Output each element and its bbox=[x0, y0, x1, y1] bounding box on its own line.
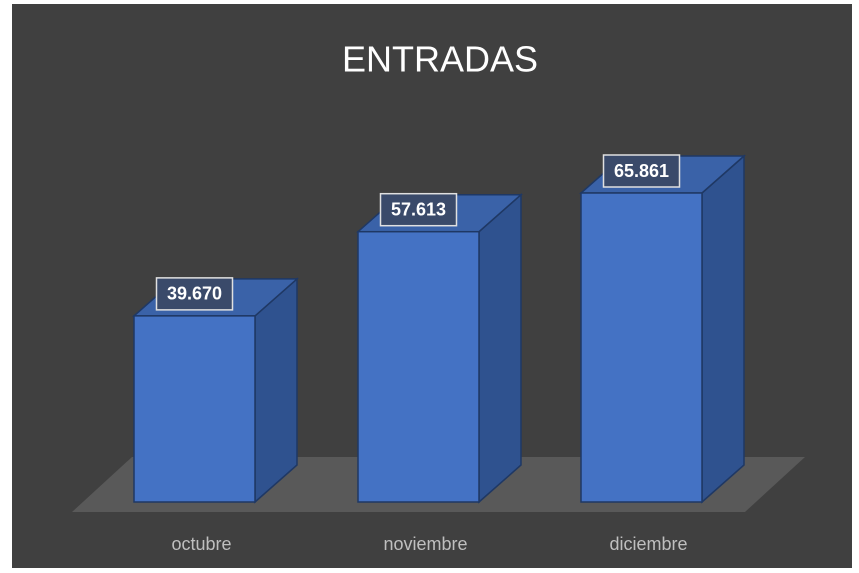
bar-side bbox=[701, 154, 745, 504]
x-tick-label: noviembre bbox=[383, 534, 467, 554]
data-label-box bbox=[602, 154, 681, 188]
bar bbox=[579, 154, 746, 504]
bar-front bbox=[580, 192, 703, 503]
data-label-box bbox=[379, 192, 458, 227]
bar-side bbox=[254, 277, 298, 504]
bar bbox=[356, 193, 523, 504]
x-tick-label: diciembre bbox=[609, 534, 687, 554]
chart-title: ENTRADAS bbox=[342, 39, 538, 80]
bar-side bbox=[478, 193, 522, 504]
data-label: 39.670 bbox=[167, 284, 222, 304]
bar-front bbox=[357, 230, 480, 503]
x-tick-label: octubre bbox=[171, 534, 231, 554]
bar bbox=[132, 277, 299, 504]
data-label-box bbox=[155, 277, 234, 311]
data-label: 65.861 bbox=[614, 161, 669, 181]
bar-front bbox=[133, 315, 256, 503]
data-label: 57.613 bbox=[391, 199, 446, 219]
